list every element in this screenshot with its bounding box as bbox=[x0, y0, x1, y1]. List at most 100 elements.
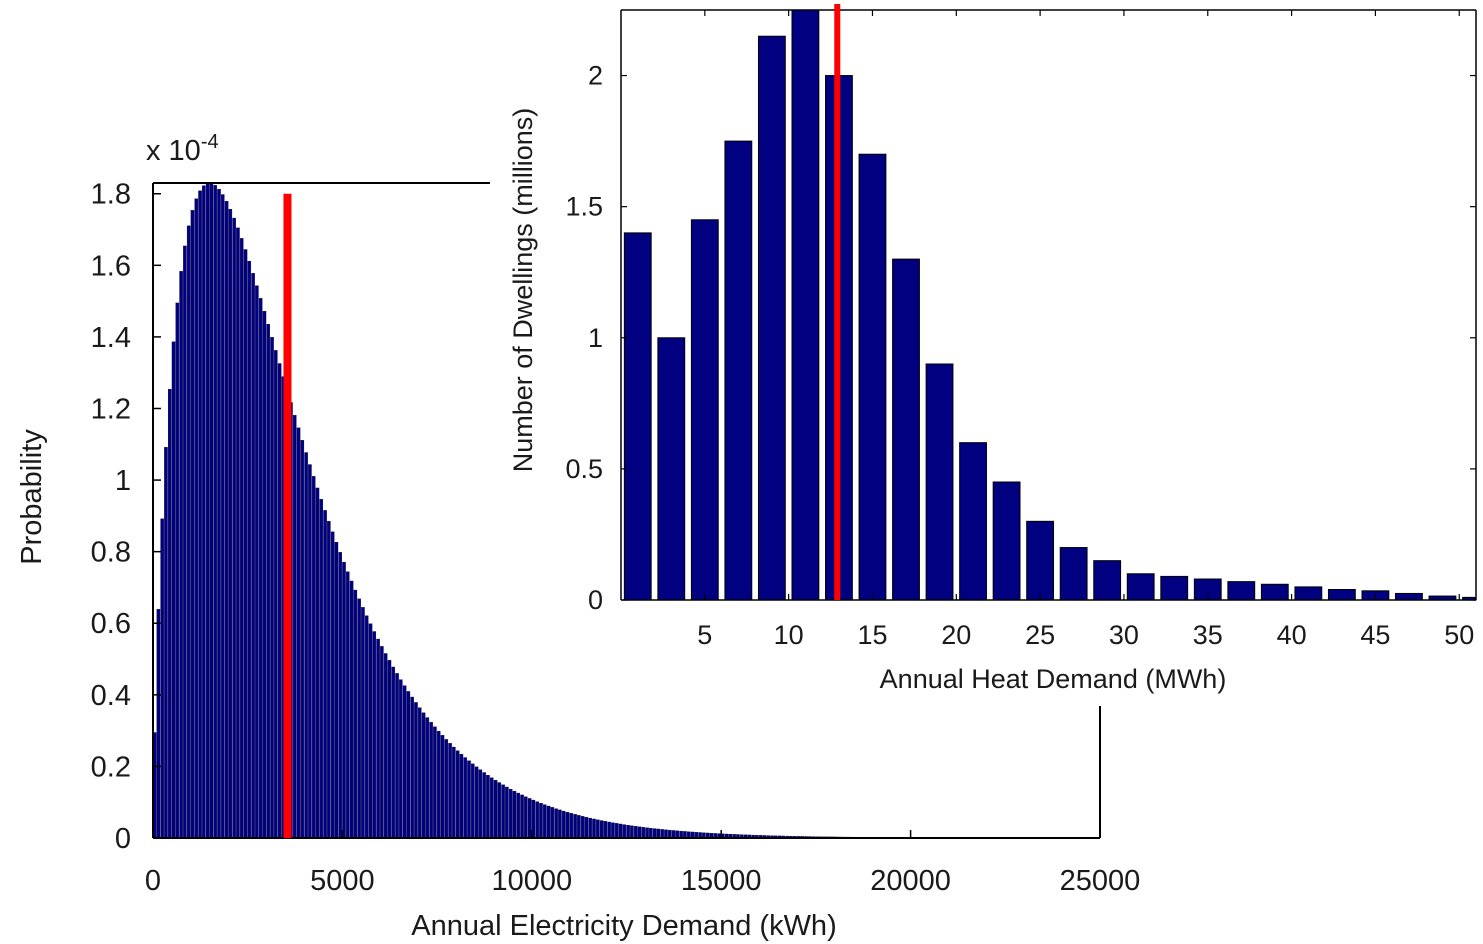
histogram-bar bbox=[611, 822, 615, 839]
histogram-bar bbox=[251, 273, 255, 839]
histogram-bar bbox=[633, 826, 638, 839]
histogram-bar bbox=[607, 821, 611, 839]
histogram-bar bbox=[474, 766, 479, 839]
main-y-tick-label: 1.2 bbox=[91, 393, 131, 425]
inset-y-tick-label: 2 bbox=[588, 61, 603, 91]
histogram-bar bbox=[433, 726, 437, 839]
histogram-bar bbox=[448, 743, 452, 839]
histogram-bar bbox=[429, 722, 433, 839]
histogram-bar bbox=[505, 786, 509, 839]
main-y-axis-label: Probability bbox=[16, 429, 48, 565]
histogram-bar bbox=[577, 815, 581, 839]
histogram-bar bbox=[679, 830, 683, 839]
electricity-demand-histogram: 0 5000 10000 15000 20000 25000 0 0.2 0.4 0.6 0.8 1 1… bbox=[16, 131, 1140, 942]
histogram-bar bbox=[205, 183, 210, 839]
histogram-bar bbox=[179, 271, 183, 839]
histogram-bar bbox=[467, 760, 471, 839]
main-y-tick-label: 0.2 bbox=[91, 751, 131, 783]
histogram-bar bbox=[361, 607, 365, 839]
histogram-bar bbox=[247, 260, 252, 839]
main-ticks-group bbox=[152, 192, 1101, 839]
inset-y-tick-label: 1.5 bbox=[565, 192, 603, 222]
histogram-bar bbox=[266, 324, 270, 839]
histogram-bar bbox=[418, 707, 422, 839]
histogram-bar bbox=[614, 823, 619, 839]
inset-bar bbox=[1093, 560, 1122, 601]
histogram-bar bbox=[315, 487, 320, 839]
histogram-bar bbox=[372, 631, 377, 839]
inset-x-tick-label: 20 bbox=[941, 620, 971, 650]
inset-y-tick-label: 0.5 bbox=[565, 454, 603, 484]
histogram-bar bbox=[300, 440, 305, 839]
histogram-bar bbox=[171, 341, 176, 839]
histogram-bar bbox=[425, 717, 430, 839]
inset-bar bbox=[1260, 583, 1289, 601]
histogram-bar bbox=[546, 805, 551, 839]
histogram-bar bbox=[368, 623, 373, 839]
histogram-bar bbox=[274, 350, 278, 839]
histogram-bar bbox=[164, 447, 168, 839]
inset-bar bbox=[657, 337, 686, 601]
histogram-bar bbox=[436, 730, 441, 839]
inset-bar bbox=[1395, 592, 1423, 601]
histogram-bar bbox=[319, 499, 324, 839]
inset-bar bbox=[1126, 573, 1155, 601]
inset-bar bbox=[690, 219, 719, 601]
inset-bar bbox=[959, 442, 987, 601]
inset-x-tick-label: 35 bbox=[1193, 620, 1223, 650]
histogram-bar bbox=[489, 777, 494, 839]
histogram-bar bbox=[645, 827, 649, 839]
histogram-bar bbox=[327, 521, 331, 839]
inset-y-tick-label: 1 bbox=[588, 323, 603, 353]
inset-bar bbox=[623, 232, 652, 601]
histogram-bar bbox=[463, 757, 467, 839]
inset-x-tick-label: 50 bbox=[1444, 620, 1474, 650]
inset-x-tick-label: 10 bbox=[774, 620, 804, 650]
inset-y-tick-label: 0 bbox=[588, 585, 603, 615]
main-y-multiplier: x 10-4 bbox=[146, 131, 219, 167]
histogram-bar bbox=[471, 763, 475, 839]
histogram-bar bbox=[160, 518, 164, 839]
main-x-tick-label: 20000 bbox=[870, 865, 951, 897]
main-y-tick-label: 1.6 bbox=[91, 250, 131, 282]
histogram-bar bbox=[156, 609, 161, 839]
histogram-bar bbox=[508, 788, 513, 839]
inset-bar bbox=[858, 153, 887, 601]
inset-bar bbox=[1026, 520, 1055, 601]
histogram-bar bbox=[190, 210, 195, 839]
inset-bar bbox=[1227, 581, 1256, 601]
inset-x-tick-label: 25 bbox=[1025, 620, 1055, 650]
histogram-bar bbox=[512, 790, 517, 839]
histogram-bar bbox=[304, 452, 308, 839]
histogram-bar bbox=[308, 464, 312, 839]
histogram-bar bbox=[198, 190, 202, 839]
main-y-tick-label: 0 bbox=[115, 823, 131, 855]
inset-bar bbox=[1059, 547, 1088, 601]
inset-bars-group bbox=[623, 9, 1477, 601]
histogram-bar bbox=[338, 552, 342, 839]
histogram-bar bbox=[452, 746, 456, 839]
main-x-tick-label: 15000 bbox=[681, 865, 762, 897]
histogram-bar bbox=[520, 794, 524, 839]
main-y-tick-label: 1 bbox=[115, 465, 131, 497]
histogram-bar bbox=[497, 782, 502, 839]
main-y-tick-label: 0.8 bbox=[91, 537, 131, 569]
histogram-bar bbox=[406, 691, 411, 839]
histogram-bar bbox=[599, 820, 604, 839]
histogram-bar bbox=[561, 810, 566, 839]
inset-bar bbox=[925, 363, 954, 601]
histogram-bar bbox=[569, 813, 574, 839]
histogram-bar bbox=[584, 817, 589, 839]
histogram-bar bbox=[395, 673, 399, 839]
histogram-bar bbox=[391, 666, 395, 839]
inset-bar bbox=[1160, 575, 1189, 601]
histogram-bar bbox=[346, 571, 350, 839]
histogram-bar bbox=[588, 817, 592, 839]
histogram-bar bbox=[660, 829, 664, 839]
histogram-bar bbox=[493, 780, 498, 839]
histogram-bar bbox=[444, 739, 449, 839]
histogram-bar bbox=[592, 818, 596, 839]
histogram-bar bbox=[353, 589, 358, 839]
inset-bar bbox=[1294, 586, 1323, 601]
histogram-bar bbox=[270, 337, 274, 839]
